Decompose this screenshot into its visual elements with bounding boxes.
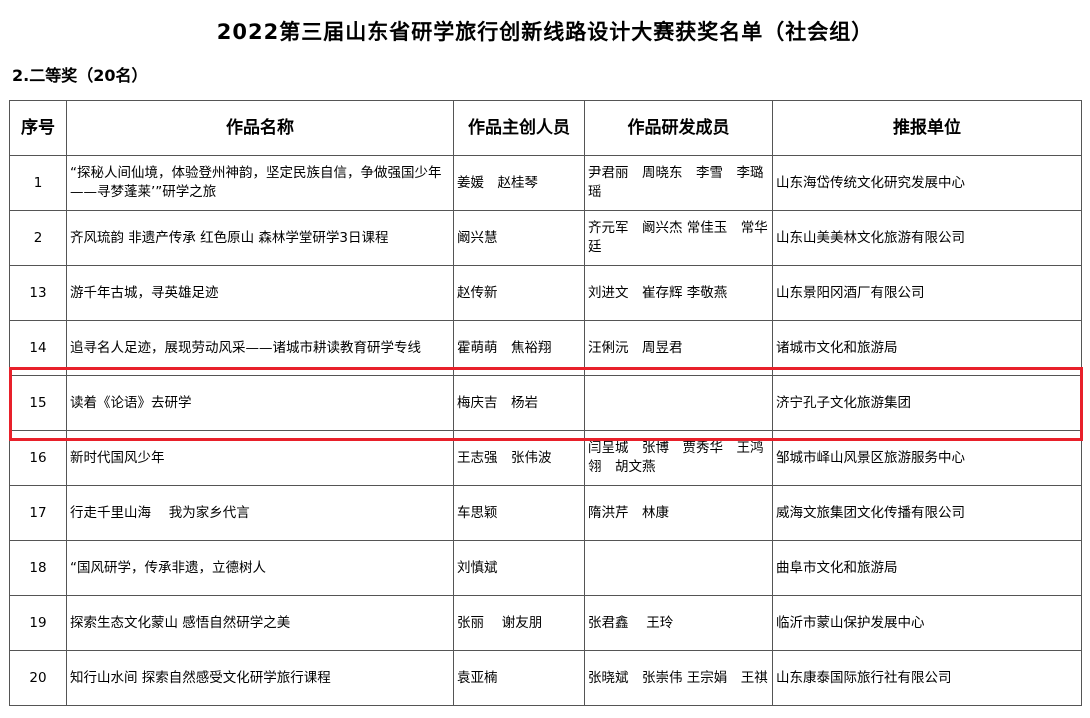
cell-work-name: 游千年古城，寻英雄足迹	[66, 265, 454, 321]
cell-work-name: 行走千里山海 我为家乡代言	[66, 485, 454, 541]
cell-lead-creators: 车思颖	[453, 485, 585, 541]
cell-index: 14	[9, 320, 67, 376]
cell-lead-creators: 阚兴慧	[453, 210, 585, 266]
cell-lead-creators: 袁亚楠	[453, 650, 585, 706]
table-row: 19 探索生态文化蒙山 感悟自然研学之美 张丽 谢友朋 张君鑫 王玲 临沂市蒙山保护发展…	[9, 595, 1082, 651]
cell-work-name: 追寻名人足迹，展现劳动风采——诸城市耕读教育研学专线	[66, 320, 454, 376]
cell-lead-creators: 张丽 谢友朋	[453, 595, 585, 651]
cell-index: 19	[9, 595, 67, 651]
cell-dev-members	[584, 540, 773, 596]
cell-lead-creators: 王志强 张伟波	[453, 430, 585, 486]
cell-dev-members	[584, 375, 773, 431]
table-row: 14 追寻名人足迹，展现劳动风采——诸城市耕读教育研学专线 霍萌萌 焦裕翔 汪俐沅 周…	[9, 320, 1082, 376]
cell-index: 1	[9, 155, 67, 211]
cell-dev-members: 刘进文 崔存辉 李敬燕	[584, 265, 773, 321]
cell-lead-creators: 梅庆吉 杨岩	[453, 375, 585, 431]
cell-dev-members: 汪俐沅 周昱君	[584, 320, 773, 376]
cell-recommending-unit: 山东景阳冈酒厂有限公司	[772, 265, 1082, 321]
document-title: 2022第三届山东省研学旅行创新线路设计大赛获奖名单（社会组）	[216, 20, 874, 44]
header-dev-members: 作品研发成员	[584, 100, 773, 156]
header-index: 序号	[9, 100, 67, 156]
cell-dev-members: 隋洪芹 林康	[584, 485, 773, 541]
header-lead-creators: 作品主创人员	[453, 100, 585, 156]
section-subtitle: 2.二等奖（20名）	[12, 66, 148, 85]
cell-lead-creators: 刘慎斌	[453, 540, 585, 596]
table-row: 17 行走千里山海 我为家乡代言 车思颖 隋洪芹 林康 威海文旅集团文化传播有限公司	[9, 485, 1082, 541]
cell-work-name: 知行山水间 探索自然感受文化研学旅行课程	[66, 650, 454, 706]
cell-recommending-unit: 山东海岱传统文化研究发展中心	[772, 155, 1082, 211]
cell-index: 16	[9, 430, 67, 486]
cell-work-name: 新时代国风少年	[66, 430, 454, 486]
cell-work-name: 读着《论语》去研学	[66, 375, 454, 431]
table-row: 2 齐风琉韵 非遗产传承 红色原山 森林学堂研学3日课程 阚兴慧 齐元军 阚兴杰 常佳…	[9, 210, 1082, 266]
cell-dev-members: 张晓斌 张崇伟 王宗娟 王祺	[584, 650, 773, 706]
cell-work-name: 探索生态文化蒙山 感悟自然研学之美	[66, 595, 454, 651]
cell-dev-members: 张君鑫 王玲	[584, 595, 773, 651]
cell-recommending-unit: 济宁孔子文化旅游集团	[772, 375, 1082, 431]
cell-index: 18	[9, 540, 67, 596]
table-row: 16 新时代国风少年 王志强 张伟波 闫呈城 张博 贾秀华 王鸿翎 胡文燕 邹城市峄山风…	[9, 430, 1082, 486]
table-row: 1 “探秘人间仙境，体验登州神韵，坚定民族自信，争做强国少年——寻梦蓬莱’”研学之…	[9, 155, 1082, 211]
cell-index: 13	[9, 265, 67, 321]
cell-lead-creators: 姜媛 赵桂琴	[453, 155, 585, 211]
cell-index: 2	[9, 210, 67, 266]
cell-index: 20	[9, 650, 67, 706]
table-row: 13 游千年古城，寻英雄足迹 赵传新 刘进文 崔存辉 李敬燕 山东景阳冈酒厂有限公司	[9, 265, 1082, 321]
award-table: 序号 作品名称 作品主创人员 作品研发成员 推报单位 1 “探秘人间仙境，体验登州…	[9, 100, 1082, 706]
cell-index: 15	[9, 375, 67, 431]
cell-work-name: “国风研学，传承非遗，立德树人	[66, 540, 454, 596]
header-work-name: 作品名称	[66, 100, 454, 156]
cell-dev-members: 齐元军 阚兴杰 常佳玉 常华廷	[584, 210, 773, 266]
cell-dev-members: 尹君丽 周晓东 李雪 李璐瑶	[584, 155, 773, 211]
cell-recommending-unit: 临沂市蒙山保护发展中心	[772, 595, 1082, 651]
cell-dev-members: 闫呈城 张博 贾秀华 王鸿翎 胡文燕	[584, 430, 773, 486]
cell-recommending-unit: 山东康泰国际旅行社有限公司	[772, 650, 1082, 706]
cell-recommending-unit: 威海文旅集团文化传播有限公司	[772, 485, 1082, 541]
cell-recommending-unit: 诸城市文化和旅游局	[772, 320, 1082, 376]
cell-lead-creators: 霍萌萌 焦裕翔	[453, 320, 585, 376]
table-row: 15 读着《论语》去研学 梅庆吉 杨岩 济宁孔子文化旅游集团	[9, 375, 1082, 431]
cell-work-name: “探秘人间仙境，体验登州神韵，坚定民族自信，争做强国少年——寻梦蓬莱’”研学之旅	[66, 155, 454, 211]
table-row: 18 “国风研学，传承非遗，立德树人 刘慎斌 曲阜市文化和旅游局	[9, 540, 1082, 596]
header-recommending-unit: 推报单位	[772, 100, 1082, 156]
cell-lead-creators: 赵传新	[453, 265, 585, 321]
cell-recommending-unit: 邹城市峄山风景区旅游服务中心	[772, 430, 1082, 486]
cell-work-name: 齐风琉韵 非遗产传承 红色原山 森林学堂研学3日课程	[66, 210, 454, 266]
table-row: 20 知行山水间 探索自然感受文化研学旅行课程 袁亚楠 张晓斌 张崇伟 王宗娟 王祺山…	[9, 650, 1082, 706]
cell-recommending-unit: 山东山美美林文化旅游有限公司	[772, 210, 1082, 266]
cell-recommending-unit: 曲阜市文化和旅游局	[772, 540, 1082, 596]
table-header-row: 序号 作品名称 作品主创人员 作品研发成员 推报单位	[9, 100, 1082, 156]
cell-index: 17	[9, 485, 67, 541]
